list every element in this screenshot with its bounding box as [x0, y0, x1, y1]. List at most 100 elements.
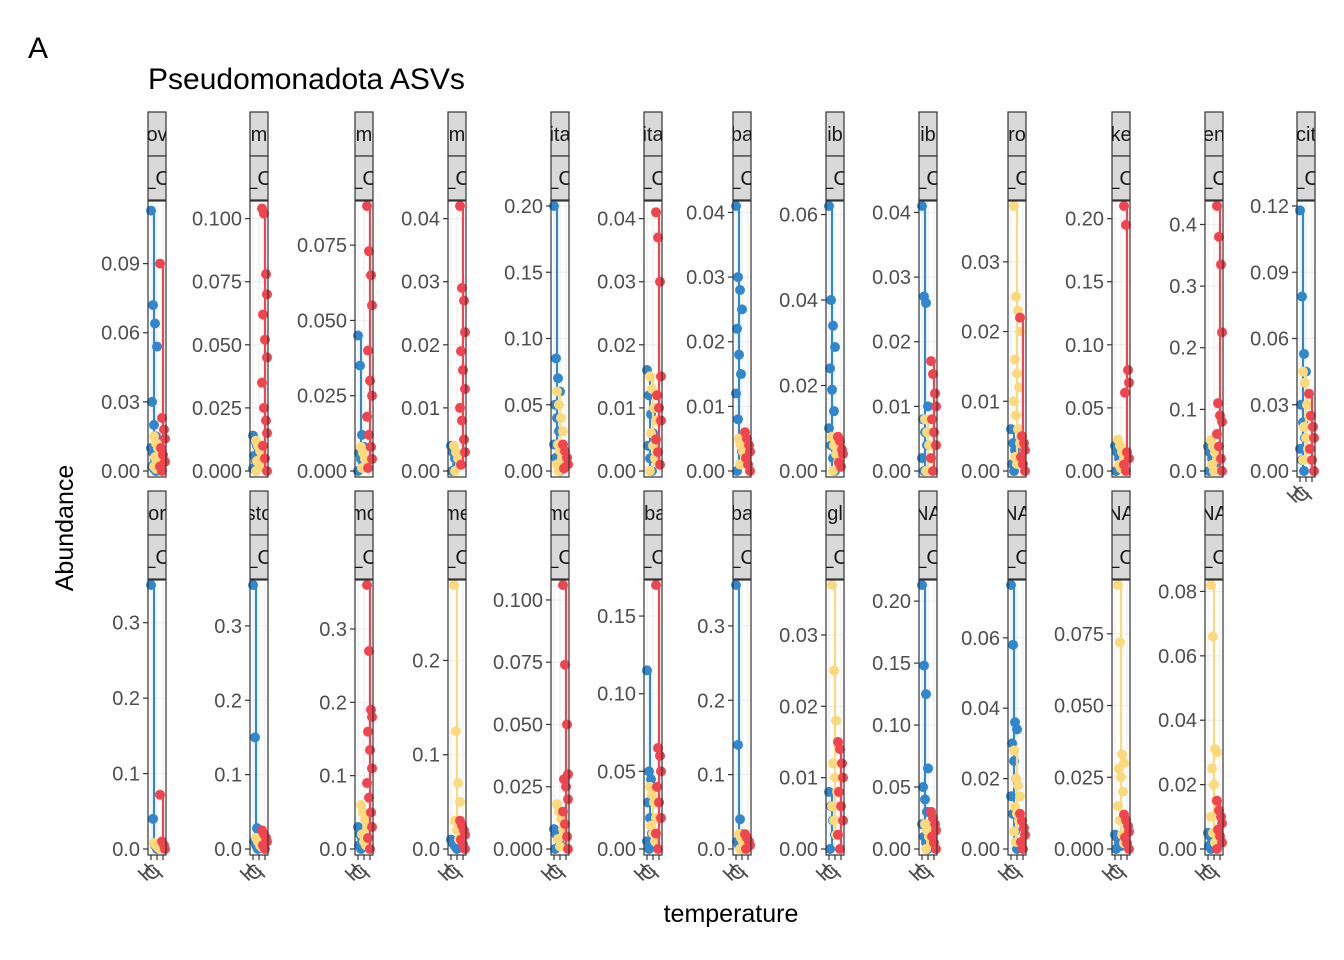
data-point [1309, 432, 1319, 443]
data-point [650, 836, 660, 847]
data-point [1012, 368, 1022, 379]
strip-label-outer: mo [350, 503, 378, 525]
y-tick-label: 0.1 [697, 765, 725, 787]
panel-border [1111, 200, 1131, 478]
y-tick-label: 0.000 [192, 461, 242, 483]
y-tick-label: 0.05 [504, 395, 543, 417]
facet-panel: ke _C 0.00 0.05 0.10 0.15 0.20 [1065, 111, 1134, 483]
y-tick-label: 0.075 [1054, 624, 1104, 646]
strip-label-outer: ib [920, 124, 936, 146]
data-point [1012, 724, 1022, 735]
data-point [1118, 786, 1128, 797]
facet-panel: m _C 0.000 0.025 0.050 0.075 0.100 [192, 111, 272, 483]
data-point [644, 766, 654, 777]
data-point [1309, 466, 1319, 476]
data-point [362, 778, 372, 788]
strip-label-inner: _C [1200, 547, 1227, 569]
data-point [652, 781, 662, 792]
data-point [921, 466, 931, 476]
data-point [363, 726, 373, 737]
y-tick-label: 0.02 [961, 322, 1000, 344]
strip-label-outer: ba [731, 124, 754, 146]
y-tick-label: 0.06 [101, 323, 140, 345]
strip-label-inner: _C [443, 168, 470, 190]
data-point [1020, 466, 1030, 476]
y-tick-label: 0.050 [192, 335, 242, 357]
data-point [157, 466, 167, 476]
data-point [646, 774, 656, 785]
data-point [733, 414, 743, 425]
strip-label-outer: ita [549, 124, 571, 146]
facet-strip [1007, 155, 1027, 201]
strip-label-outer: cit [1296, 124, 1316, 146]
data-point [834, 786, 844, 797]
data-point [830, 342, 840, 353]
y-tick-label: 0.075 [297, 235, 347, 257]
strip-label-inner: _C [350, 168, 377, 190]
data-point [364, 429, 374, 440]
data-point [645, 371, 655, 382]
panel-border [918, 200, 938, 478]
data-point [155, 789, 165, 800]
panel-border [354, 200, 374, 478]
strip-label-inner: _C [245, 547, 272, 569]
data-point [558, 580, 568, 590]
y-tick-label: 0.075 [192, 272, 242, 294]
data-point [560, 659, 570, 670]
data-point [159, 424, 169, 435]
data-point [831, 715, 841, 726]
y-tick-label: 0.04 [597, 209, 636, 231]
data-point [655, 750, 665, 761]
data-point [1212, 429, 1222, 440]
data-point [563, 844, 573, 854]
y-tick-label: 0.00 [504, 461, 543, 483]
y-tick-label: 0.20 [1065, 209, 1104, 231]
panel-tag: A [28, 32, 48, 65]
data-point [1121, 466, 1131, 476]
data-point [1111, 844, 1121, 854]
y-tick-label: 0.00 [1250, 461, 1289, 483]
facet-strip [1204, 534, 1224, 580]
data-point [921, 689, 931, 700]
data-point [1299, 348, 1309, 359]
data-point [652, 390, 662, 401]
facet-strip [147, 155, 167, 201]
data-point [1302, 399, 1312, 410]
y-tick-label: 0.3 [112, 613, 140, 635]
data-point [258, 309, 268, 320]
data-point [363, 833, 373, 843]
data-point [155, 258, 165, 269]
data-point [928, 369, 938, 380]
data-point [1121, 219, 1131, 230]
data-point [1298, 366, 1308, 377]
y-tick-label: 0.09 [101, 254, 140, 276]
facet-strip [918, 534, 938, 580]
facet-strip [1111, 534, 1131, 580]
y-tick-label: 0.04 [686, 202, 725, 224]
panel-border [249, 200, 269, 478]
data-point [455, 796, 465, 807]
y-tick-label: 0.1 [412, 745, 440, 767]
y-tick-label: 0.03 [961, 252, 1000, 274]
data-point [560, 819, 570, 830]
data-point [262, 428, 272, 439]
strip-label-outer: ita [642, 124, 664, 146]
data-point [647, 789, 657, 800]
data-point [362, 411, 372, 422]
data-point [926, 356, 936, 367]
data-point [1119, 201, 1129, 211]
data-point [825, 363, 835, 374]
y-tick-label: 0.100 [192, 209, 242, 231]
data-point [148, 300, 158, 311]
y-tick-label: 0.1 [319, 766, 347, 788]
y-tick-label: 0.050 [1054, 696, 1104, 718]
y-tick-label: 0.025 [493, 777, 543, 799]
data-point [651, 434, 661, 445]
data-point [656, 812, 666, 823]
strip-label-outer: iba [640, 503, 668, 525]
y-tick-label: 0.06 [1158, 646, 1197, 668]
data-point [829, 406, 839, 417]
y-tick-label: 0.2 [697, 690, 725, 712]
